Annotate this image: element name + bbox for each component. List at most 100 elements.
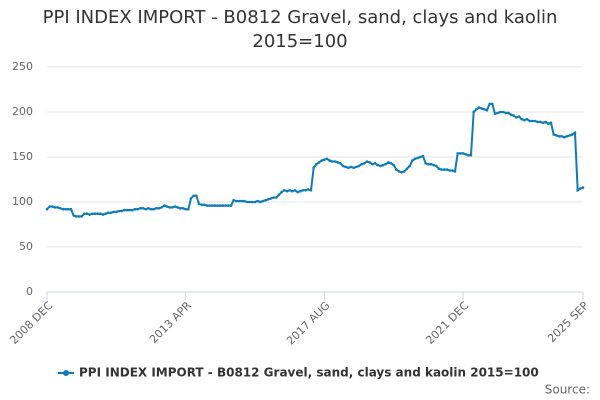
point — [515, 116, 518, 119]
point — [459, 152, 462, 155]
point — [240, 199, 243, 203]
point — [107, 211, 110, 215]
point — [275, 196, 278, 199]
point — [277, 193, 281, 197]
point — [269, 197, 273, 200]
point — [493, 112, 497, 116]
point — [477, 106, 481, 109]
point — [563, 135, 566, 139]
point — [483, 108, 486, 111]
point — [416, 156, 419, 160]
point — [520, 117, 523, 121]
source: Source: — [545, 383, 590, 397]
point — [197, 202, 201, 206]
point — [544, 120, 547, 124]
point — [365, 160, 369, 163]
point — [312, 166, 315, 170]
chart-title: PPI INDEX IMPORT - B0812 Gravel, sand, c… — [42, 7, 558, 52]
point — [69, 207, 73, 211]
point — [88, 213, 91, 216]
point — [371, 162, 374, 166]
point — [259, 200, 262, 204]
point — [112, 210, 115, 214]
point — [139, 207, 142, 210]
point — [181, 207, 185, 210]
point — [208, 204, 211, 207]
point — [536, 120, 539, 124]
point — [291, 189, 294, 193]
point — [195, 194, 198, 197]
point — [299, 189, 302, 193]
point — [125, 208, 129, 212]
point — [443, 168, 446, 171]
point — [512, 114, 515, 117]
point — [363, 162, 366, 165]
point — [352, 166, 355, 170]
point — [141, 207, 145, 210]
point — [557, 135, 561, 138]
point — [251, 200, 254, 204]
point — [168, 206, 171, 209]
point — [573, 131, 577, 134]
point — [445, 168, 449, 171]
point — [211, 204, 214, 207]
point — [288, 189, 291, 192]
point — [344, 165, 347, 169]
point — [579, 187, 582, 190]
point — [528, 119, 531, 123]
point — [75, 215, 78, 218]
legend-label: PPI INDEX IMPORT - B0812 Gravel, sand, c… — [79, 366, 539, 380]
point — [256, 199, 259, 203]
point — [491, 102, 494, 106]
point — [333, 160, 337, 163]
point — [424, 162, 427, 165]
point — [384, 162, 387, 166]
point — [336, 161, 339, 164]
point — [469, 153, 473, 157]
point — [360, 162, 363, 166]
point — [339, 162, 342, 165]
point — [400, 171, 403, 174]
point — [205, 204, 209, 207]
y-tick-label: 50 — [19, 240, 33, 253]
point — [179, 207, 182, 210]
point — [381, 163, 385, 167]
point — [176, 206, 179, 209]
legend-item: PPI INDEX IMPORT - B0812 Gravel, sand, c… — [58, 366, 539, 380]
point — [504, 111, 507, 115]
point — [248, 200, 251, 204]
point — [531, 119, 534, 123]
point — [320, 159, 323, 162]
point — [101, 213, 105, 216]
point — [357, 164, 361, 168]
y-tick-label: 200 — [12, 105, 33, 118]
point — [552, 133, 555, 136]
point — [581, 186, 585, 189]
point — [283, 189, 286, 192]
point — [67, 207, 70, 211]
point — [525, 117, 529, 121]
point — [272, 196, 275, 199]
point — [96, 212, 99, 215]
y-tick-label: 250 — [12, 60, 33, 73]
point — [115, 210, 118, 214]
point — [213, 204, 217, 207]
point — [224, 204, 227, 207]
point — [104, 212, 107, 215]
x-tick-label: 2025 SEP — [545, 299, 591, 345]
y-tick-label: 100 — [12, 195, 33, 208]
point — [547, 122, 550, 125]
point — [429, 162, 433, 166]
point — [480, 107, 483, 110]
point — [411, 159, 414, 162]
x-tick-label: 2021 DEC — [423, 299, 471, 347]
point — [80, 215, 83, 218]
point — [267, 198, 270, 201]
point — [171, 206, 174, 209]
point — [421, 154, 425, 158]
x-tick-label: 2013 APR — [147, 299, 194, 346]
point — [395, 168, 398, 171]
point — [77, 215, 81, 218]
point — [83, 212, 86, 215]
